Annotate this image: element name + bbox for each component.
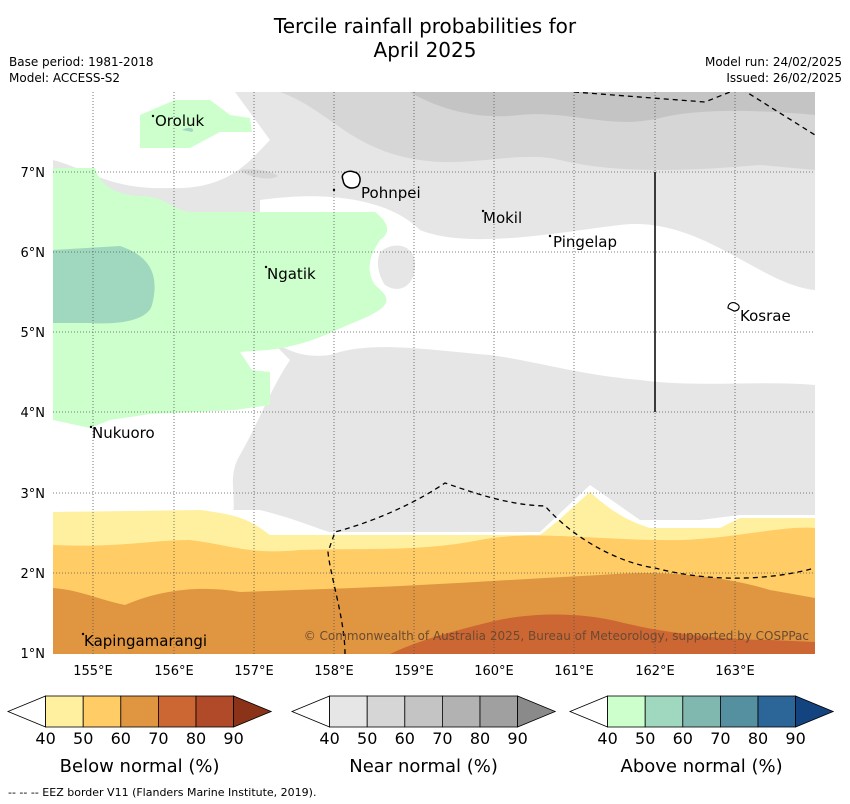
run-info-left: Base period: 1981-2018 Model: ACCESS-S2 [9, 54, 154, 86]
lon-label: 156°E [154, 664, 194, 679]
pohnpei-island [341, 170, 361, 189]
place-label-pingelap: Pingelap [553, 233, 617, 251]
colorbar-max-arrow [233, 695, 273, 728]
colorbar-tick-label: 60 [673, 729, 693, 748]
lon-label: 160°E [474, 664, 514, 679]
colorbar-swatch [157, 695, 197, 728]
near-normal-50-patch [240, 169, 278, 179]
lat-label: 5°N [21, 326, 46, 341]
colorbar-tick-label: 90 [223, 729, 243, 748]
colorbar-tick-label: 60 [111, 729, 131, 748]
colorbar-swatch [366, 695, 406, 728]
below-normal-70-field [390, 614, 815, 654]
colorbar-tick-label: 90 [507, 729, 527, 748]
climatology-white-band [260, 196, 815, 385]
place-label-oroluk: Oroluk [155, 112, 204, 130]
lon-label: 163°E [715, 664, 755, 679]
lon-label: 159°E [394, 664, 434, 679]
colorbar-min-arrow [290, 695, 331, 728]
colorbar-swatch [45, 695, 84, 728]
lon-label: 157°E [234, 664, 274, 679]
colorbar-swatch [479, 695, 518, 728]
colorbar-tick-label: 60 [395, 729, 415, 748]
colorbar-swatch [607, 695, 646, 728]
colorbar-tick-label: 80 [748, 729, 768, 748]
near-normal-60-field [410, 92, 815, 122]
colorbar-tick-label: 50 [357, 729, 377, 748]
colorbar-tick-label: 70 [432, 729, 452, 748]
colorbar-max-arrow [795, 695, 835, 728]
colorbar-swatch [195, 695, 234, 728]
latitude-axis: 7°N 6°N 5°N 4°N 3°N 2°N 1°N [21, 166, 46, 662]
place-label-pohnpei: Pohnpei [361, 184, 421, 202]
issued-date: Issued: 26/02/2025 [726, 71, 842, 85]
colorbar-tick-label: 70 [710, 729, 730, 748]
colorbar-swatch [329, 695, 368, 728]
above-normal-50-field [53, 246, 155, 324]
colorbar-title: Below normal (%) [60, 756, 220, 777]
lat-label: 2°N [21, 567, 46, 582]
colorbar-swatch [120, 695, 159, 728]
map-title: Tercile rainfall probabilities for April… [0, 14, 850, 62]
above-normal-40-field [53, 168, 388, 428]
colorbar-title: Above normal (%) [621, 756, 783, 777]
colorbar-tick-label: 90 [785, 729, 805, 748]
colorbar-tick-label: 80 [470, 729, 490, 748]
kosrae-island [727, 302, 740, 312]
atoll-markers [81, 114, 552, 636]
probability-fields [53, 92, 815, 654]
colorbar-swatch [757, 695, 796, 728]
above-normal-40-oroluk [140, 100, 252, 148]
lon-label: 161°E [554, 664, 594, 679]
colorbar-title: Near normal (%) [349, 756, 498, 777]
colorbar-swatch [441, 695, 481, 728]
above-normal-50-dot [182, 127, 194, 132]
lat-label: 1°N [21, 647, 46, 662]
place-labels: Oroluk Pohnpei Mokil Pingelap Ngatik Kos… [84, 112, 791, 650]
copyright-notice: © Commonwealth of Australia 2025, Bureau… [304, 629, 809, 643]
lon-label: 155°E [73, 664, 113, 679]
title-line-2: April 2025 [373, 38, 477, 62]
lon-label: 162°E [635, 664, 675, 679]
title-line-1: Tercile rainfall probabilities for [273, 14, 577, 38]
place-label-nukuoro: Nukuoro [92, 424, 155, 442]
colorbar-tick-label: 40 [35, 729, 55, 748]
colorbar-min-arrow [568, 695, 608, 728]
colorbar-min-arrow [6, 695, 46, 728]
model-run-date: Model run: 24/02/2025 [704, 55, 842, 69]
place-label-kosrae: Kosrae [740, 307, 791, 325]
lat-label: 6°N [21, 246, 46, 261]
lat-label: 7°N [21, 166, 46, 181]
colorbar-swatch [720, 695, 759, 728]
eez-borders [327, 92, 815, 654]
colorbar-swatch [404, 695, 443, 728]
longitude-axis: 155°E 156°E 157°E 158°E 159°E 160°E 161°… [73, 664, 755, 679]
near-normal-legend: 40 50 60 70 80 90 Near normal (%) [290, 695, 557, 777]
model-name: Model: ACCESS-S2 [9, 71, 121, 85]
place-label-kapingamarangi: Kapingamarangi [84, 632, 207, 650]
place-label-mokil: Mokil [483, 209, 522, 227]
eez-source-note: -- -- -- EEZ border V11 (Flanders Marine… [8, 786, 317, 799]
colorbar-tick-label: 70 [148, 729, 168, 748]
colorbar-swatch [82, 695, 122, 728]
base-period: Base period: 1981-2018 [9, 55, 154, 69]
colorbar-swatch [644, 695, 684, 728]
lat-label: 4°N [21, 406, 46, 421]
colorbar-max-arrow [517, 695, 557, 728]
colorbar-tick-label: 40 [597, 729, 617, 748]
lat-label: 3°N [21, 487, 46, 502]
lon-label: 158°E [314, 664, 354, 679]
colorbar-tick-label: 80 [186, 729, 206, 748]
place-label-ngatik: Ngatik [267, 265, 316, 283]
colorbar-tick-label: 50 [73, 729, 93, 748]
run-info-right: Model run: 24/02/2025 Issued: 26/02/2025 [705, 54, 842, 86]
colorbar-swatch [682, 695, 721, 728]
colorbar-tick-label: 40 [319, 729, 339, 748]
colorbar-tick-label: 50 [635, 729, 655, 748]
near-normal-small-patch [377, 245, 415, 289]
